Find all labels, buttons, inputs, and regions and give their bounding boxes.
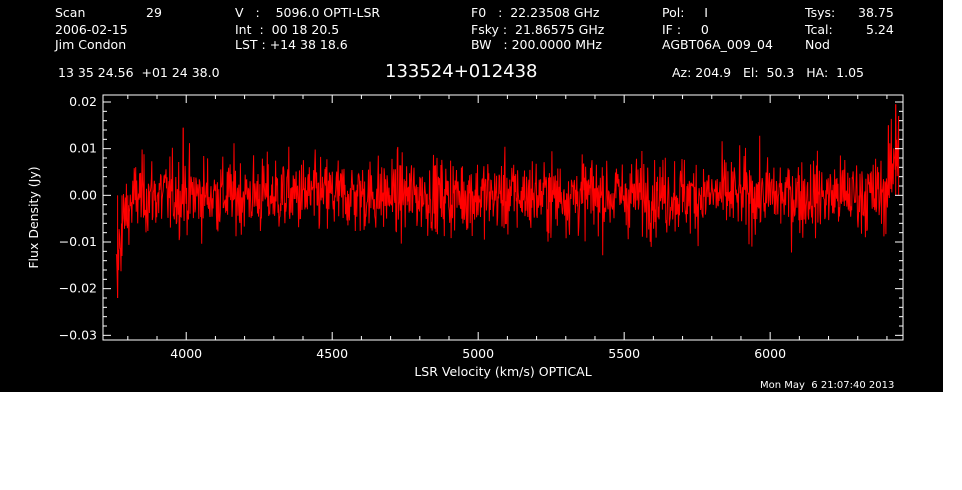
if-info: IF : 0 <box>662 22 709 37</box>
velocity-info: V : 5096.0 OPTI-LSR <box>235 5 381 20</box>
tcal-label: Tcal: <box>805 22 833 37</box>
tsys-value: 38.75 <box>858 5 894 20</box>
fsky-info: Fsky : 21.86575 GHz <box>471 22 605 37</box>
plot-timestamp: Mon May 6 21:07:40 2013 <box>760 380 895 391</box>
x-tick-label: 6000 <box>754 346 786 361</box>
source-name: 133524+012438 <box>385 61 538 82</box>
source-coordinates: 13 35 24.56 +01 24 38.0 <box>58 65 220 80</box>
scan-number: 29 <box>146 5 162 20</box>
lst-info: LST : +14 38 18.6 <box>235 37 348 52</box>
f0-info: F0 : 22.23508 GHz <box>471 5 600 20</box>
ticks-layer: 4000 4500 5000 5500 6000 −0.03 −0.02 −0.01 0.00 0… <box>59 94 903 361</box>
observer-name: Jim Condon <box>55 37 127 52</box>
tsys-label: Tsys: <box>805 5 836 20</box>
project-id: AGBT06A_009_04 <box>662 37 773 52</box>
trace-layer <box>115 104 900 299</box>
x-tick-label: 4500 <box>316 346 348 361</box>
obs-mode: Nod <box>805 37 830 52</box>
y-tick-label: −0.01 <box>59 234 97 249</box>
tcal-value: 5.24 <box>866 22 894 37</box>
az-el-ha: Az: 204.9 El: 50.3 HA: 1.05 <box>672 65 865 80</box>
x-tick-label: 5000 <box>462 346 494 361</box>
x-tick-label: 5500 <box>608 346 640 361</box>
y-tick-label: −0.02 <box>59 281 97 296</box>
integration-info: Int : 00 18 20.5 <box>235 22 340 37</box>
x-tick-label: 4000 <box>170 346 202 361</box>
y-axis-title: Flux Density (Jy) <box>26 166 41 268</box>
spectrum-chart: 4000 4500 5000 5500 6000 −0.03 −0.02 −0.01 0.00 0… <box>26 94 904 379</box>
scan-label: Scan <box>55 5 86 20</box>
y-tick-label: 0.02 <box>69 94 97 109</box>
pol-info: Pol: I <box>662 5 708 20</box>
observation-date: 2006-02-15 <box>55 22 128 37</box>
x-axis-title: LSR Velocity (km/s) OPTICAL <box>414 364 591 379</box>
y-tick-label: 0.01 <box>69 141 97 156</box>
bandwidth-info: BW : 200.0000 MHz <box>471 37 602 52</box>
y-tick-label: −0.03 <box>59 327 97 342</box>
spectrum-trace <box>115 104 900 299</box>
plot-frame <box>102 94 904 341</box>
y-tick-label: 0.00 <box>69 187 97 202</box>
